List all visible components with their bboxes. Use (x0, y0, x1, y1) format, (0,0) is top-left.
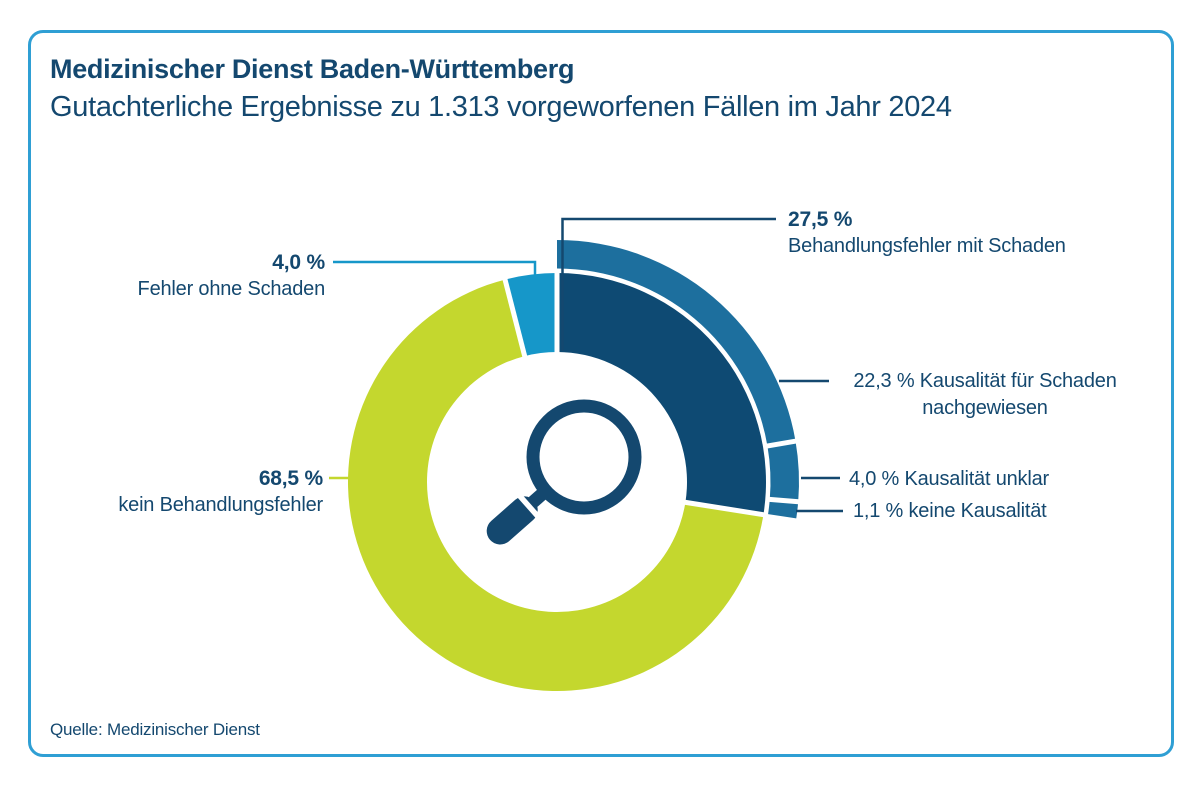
callout-value: 68,5 % (258, 467, 323, 490)
callout-value: 4,0 % (272, 251, 325, 274)
outer-ring-segments (557, 240, 799, 519)
leader-line-fehler-ohne-schaden (333, 260, 537, 280)
outer-segment-kausalit-t-unklar (767, 441, 799, 502)
segment-fehler-ohne-schaden (505, 273, 557, 357)
callout-behandlungsfehler: 27,5 % Behandlungsfehler mit Schaden (788, 206, 1128, 260)
magnifier-neck (528, 487, 548, 507)
callout-label: kein Behandlungsfehler (118, 494, 323, 516)
segment-separator (767, 496, 801, 505)
segment-separator (682, 499, 767, 518)
callout-value: 27,5 % (788, 208, 853, 231)
callout-label-line1: 22,3 % Kausalität für Schaden (853, 370, 1117, 392)
ring-separators (501, 270, 801, 518)
outer-segment-kausalit-t-f-r-schaden-nachgewiesen (557, 240, 796, 446)
segment-behandlungsfehler-mit-schaden (557, 273, 767, 515)
callout-label: Fehler ohne Schaden (137, 278, 326, 300)
callout-label: Behandlungsfehler mit Schaden (788, 235, 1066, 257)
callout-fehler-ohne-schaden: 4,0 % Fehler ohne Schaden (58, 249, 326, 303)
source-note: Quelle: Medizinischer Dienst (50, 720, 260, 739)
segment-separator (501, 276, 528, 360)
callout-keine-kausalitaet: 1,1 % keine Kausalität (853, 500, 1047, 522)
magnifier-handle (486, 496, 538, 545)
magnifier-handle-notch (517, 493, 540, 519)
callout-kein-behandlungsfehler: 68,5 % kein Behandlungsfehler (58, 465, 323, 519)
magnifying-glass-icon (486, 399, 642, 545)
page-subtitle: Gutachterliche Ergebnisse zu 1.313 vorge… (50, 91, 952, 123)
segment-separator (765, 438, 798, 449)
page-title: Medizinischer Dienst Baden-Württemberg (50, 54, 575, 84)
callout-kausalitaet-nachgewiesen: 22,3 % Kausalität für Schaden nachgewies… (830, 368, 1140, 422)
donut-segments (348, 273, 767, 691)
leader-line-behandlungsfehler (561, 217, 776, 351)
segment-kein-behandlungsfehler (348, 279, 764, 691)
magnifier-lens (526, 399, 642, 515)
callout-kausalitaet-unklar: 4,0 % Kausalität unklar (849, 468, 1049, 490)
callout-label-line2: nachgewiesen (922, 397, 1048, 419)
outer-segment-keine-kausalit-t (768, 499, 799, 519)
